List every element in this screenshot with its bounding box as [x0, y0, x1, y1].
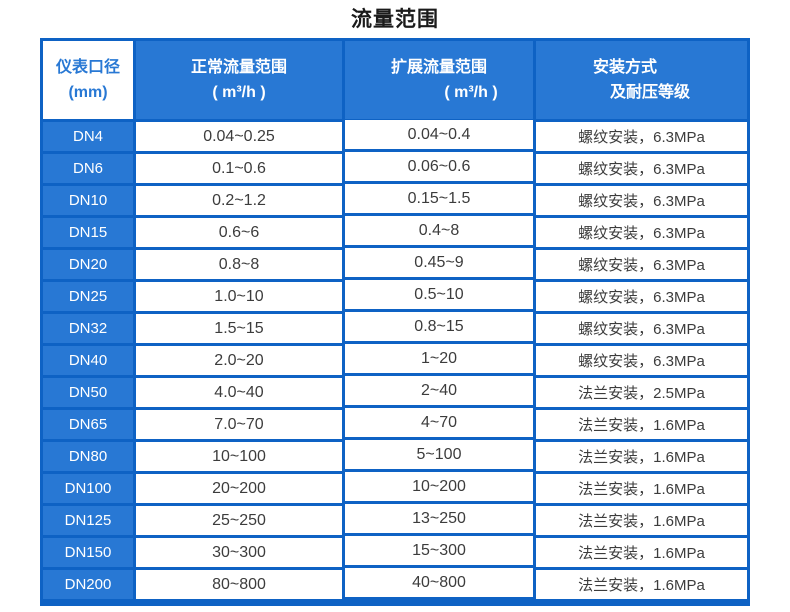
extended-flow-cell: 15~300	[345, 536, 533, 565]
normal-flow-cell: 1.5~15	[136, 314, 342, 343]
install-cell: 螺纹安装，6.3MPa	[536, 250, 747, 279]
dn-cell: DN32	[43, 314, 133, 343]
normal-flow-cell: 0.1~0.6	[136, 154, 342, 183]
dn-cell: DN100	[43, 474, 133, 503]
extended-flow-cell: 5~100	[345, 440, 533, 469]
dn-cell: DN4	[43, 122, 133, 151]
dn-cell: DN65	[43, 410, 133, 439]
normal-flow-cell: 10~100	[136, 442, 342, 471]
header-installation-line1: 安装方式	[592, 59, 657, 76]
dn-cell: DN20	[43, 250, 133, 279]
extended-flow-cell: 10~200	[345, 472, 533, 501]
normal-flow-cell: 20~200	[136, 474, 342, 503]
install-cell: 法兰安装，1.6MPa	[536, 410, 747, 439]
dn-cell: DN6	[43, 154, 133, 183]
normal-flow-cell: 0.8~8	[136, 250, 342, 279]
install-cell: 法兰安装，1.6MPa	[536, 474, 747, 503]
dn-cell: DN200	[43, 570, 133, 599]
extended-flow-cell: 0.15~1.5	[345, 184, 533, 213]
header-meter-diameter: 仪表口径 (mm)	[43, 41, 133, 119]
header-meter-diameter-line1: 仪表口径	[55, 59, 120, 76]
page-title: 流量范围	[351, 8, 439, 31]
normal-flow-cell: 7.0~70	[136, 410, 342, 439]
extended-flow-cell: 13~250	[345, 504, 533, 533]
normal-flow-cell: 80~800	[136, 570, 342, 599]
header-normal-flow-unit: ( m³/h )	[212, 84, 266, 101]
header-installation-line2: 及耐压等级	[609, 84, 690, 101]
install-cell: 法兰安装，1.6MPa	[536, 442, 747, 471]
extended-flow-cell: 0.06~0.6	[345, 152, 533, 181]
install-cell: 螺纹安装，6.3MPa	[536, 186, 747, 215]
extended-flow-cell: 0.04~0.4	[345, 120, 533, 149]
dn-cell: DN50	[43, 378, 133, 407]
normal-flow-cell: 30~300	[136, 538, 342, 567]
install-cell: 螺纹安装，6.3MPa	[536, 218, 747, 247]
flow-range-table: 仪表口径 (mm) 正常流量范围 ( m³/h ) 扩展流量范围 ( m³/h …	[40, 38, 750, 606]
dn-cell: DN10	[43, 186, 133, 215]
normal-flow-cell: 0.04~0.25	[136, 122, 342, 151]
dn-cell: DN25	[43, 282, 133, 311]
dn-cell: DN40	[43, 346, 133, 375]
header-extended-flow-unit: ( m³/h )	[444, 84, 498, 101]
extended-flow-cell: 4~70	[345, 408, 533, 437]
extended-flow-cell: 0.4~8	[345, 216, 533, 245]
extended-flow-cell: 1~20	[345, 344, 533, 373]
normal-flow-cell: 0.2~1.2	[136, 186, 342, 215]
normal-flow-cell: 0.6~6	[136, 218, 342, 247]
dn-cell: DN150	[43, 538, 133, 567]
dn-cell: DN125	[43, 506, 133, 535]
extended-flow-cell: 40~800	[345, 568, 533, 597]
install-cell: 螺纹安装，6.3MPa	[536, 314, 747, 343]
install-cell: 法兰安装，1.6MPa	[536, 538, 747, 567]
install-cell: 法兰安装，2.5MPa	[536, 378, 747, 407]
dn-cell: DN15	[43, 218, 133, 247]
normal-flow-cell: 25~250	[136, 506, 342, 535]
header-normal-flow-line1: 正常流量范围	[190, 59, 287, 76]
install-cell: 螺纹安装，6.3MPa	[536, 346, 747, 375]
header-installation-block: 安装方式 及耐压等级	[593, 55, 690, 105]
extended-flow-cell: 0.8~15	[345, 312, 533, 341]
install-cell: 螺纹安装，6.3MPa	[536, 282, 747, 311]
extended-flow-cell: 2~40	[345, 376, 533, 405]
install-cell: 法兰安装，1.6MPa	[536, 506, 747, 535]
header-extended-flow-line1: 扩展流量范围	[390, 59, 487, 76]
header-normal-flow-range: 正常流量范围 ( m³/h )	[136, 41, 342, 119]
install-cell: 法兰安装，1.6MPa	[536, 570, 747, 599]
install-cell: 螺纹安装，6.3MPa	[536, 122, 747, 151]
extended-flow-cell: 0.5~10	[345, 280, 533, 309]
header-meter-diameter-unit: (mm)	[68, 84, 108, 101]
extended-flow-cell: 0.45~9	[345, 248, 533, 277]
normal-flow-cell: 4.0~40	[136, 378, 342, 407]
install-cell: 螺纹安装，6.3MPa	[536, 154, 747, 183]
normal-flow-cell: 1.0~10	[136, 282, 342, 311]
header-installation-pressure: 安装方式 及耐压等级	[536, 41, 747, 119]
normal-flow-cell: 2.0~20	[136, 346, 342, 375]
dn-cell: DN80	[43, 442, 133, 471]
header-extended-flow-range: 扩展流量范围 ( m³/h )	[345, 41, 533, 119]
